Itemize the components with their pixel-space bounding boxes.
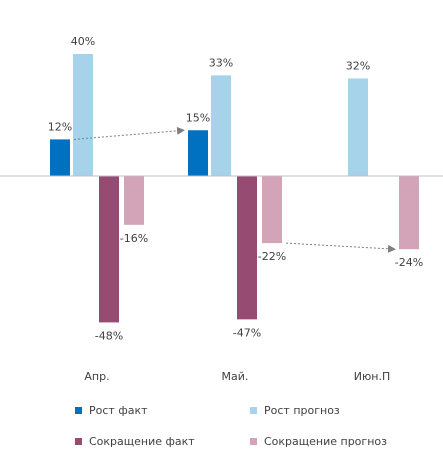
legend-label: Сокращение факт — [89, 435, 195, 448]
data-label: -48% — [95, 329, 123, 342]
legend-label: Рост прогноз — [264, 404, 340, 417]
data-label: -24% — [395, 256, 423, 269]
category-label: Май. — [222, 370, 249, 383]
legend-item-reduction-forecast: Сокращение прогноз — [250, 435, 415, 448]
bar-3-2 — [399, 176, 419, 250]
trend-arrow-1 — [285, 242, 396, 253]
category-label: Апр. — [84, 370, 109, 383]
legend-swatch — [75, 407, 82, 414]
bar-2-1 — [237, 176, 257, 320]
bar-0-0 — [50, 139, 70, 176]
legend-item-reduction-fact: Сокращение факт — [75, 435, 250, 448]
bar-1-2 — [348, 78, 368, 176]
data-label: -22% — [258, 250, 286, 263]
bar-1-1 — [211, 75, 231, 176]
bar-chart-svg: 12% 40% -48% -16% 15% 33% -47% -22% 32% -24% Апр.… — [0, 35, 443, 383]
legend-label: Рост факт — [89, 404, 148, 417]
bar-2-0 — [99, 176, 119, 323]
data-label: -16% — [120, 232, 148, 245]
data-label: 40% — [71, 35, 95, 48]
legend-swatch — [250, 407, 257, 414]
legend-item-growth-forecast: Рост прогноз — [250, 404, 415, 417]
data-label: 33% — [209, 56, 233, 69]
category-label: Июн.П — [354, 370, 390, 383]
legend-swatch — [75, 438, 82, 445]
legend-label: Сокращение прогноз — [264, 435, 387, 448]
bar-0-1 — [188, 130, 208, 176]
bar-3-0 — [124, 176, 144, 225]
legend: Рост факт Рост прогноз Сокращение факт С… — [75, 404, 415, 448]
data-label: 32% — [346, 59, 370, 72]
data-label: 15% — [186, 111, 210, 124]
data-label: -47% — [233, 326, 261, 339]
bar-3-1 — [262, 176, 282, 244]
bar-1-0 — [73, 54, 93, 176]
legend-item-growth-fact: Рост факт — [75, 404, 250, 417]
legend-swatch — [250, 438, 257, 445]
data-label: 12% — [48, 120, 72, 133]
